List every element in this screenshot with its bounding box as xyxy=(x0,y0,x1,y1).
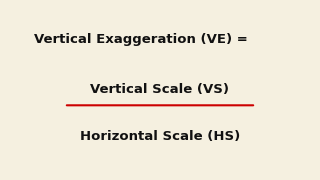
Text: Vertical Scale (VS): Vertical Scale (VS) xyxy=(91,84,229,96)
Text: Horizontal Scale (HS): Horizontal Scale (HS) xyxy=(80,130,240,143)
Text: Vertical Exaggeration (VE) =: Vertical Exaggeration (VE) = xyxy=(34,33,248,46)
